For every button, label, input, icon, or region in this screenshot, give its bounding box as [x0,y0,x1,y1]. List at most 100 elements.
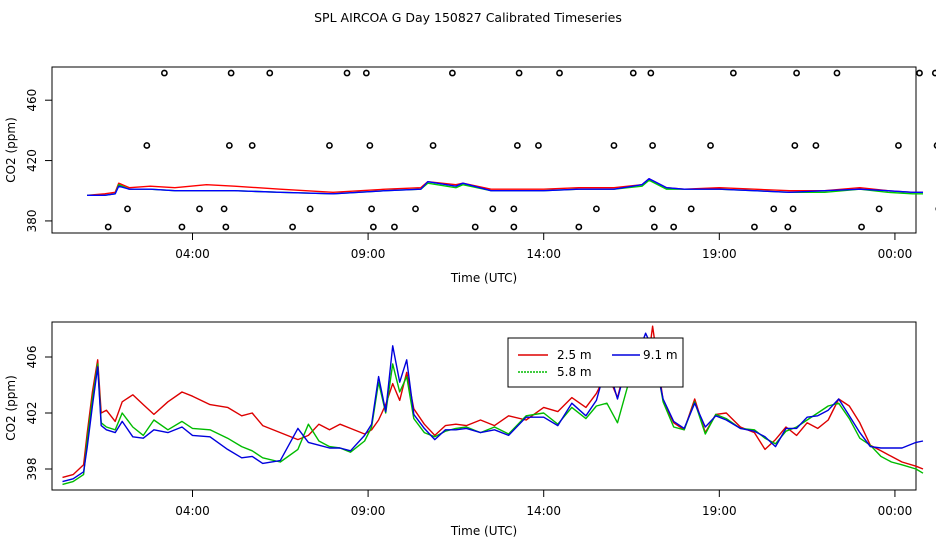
scatter-point [266,69,274,77]
scatter-point [812,142,820,149]
bottom-x-tick-label: 19:00 [702,504,737,518]
top-y-tick-label: 460 [25,89,39,112]
scatter-point [196,205,203,213]
top-series-line-2.5m [87,178,923,196]
legend-label-9.1m: 9.1 m [643,348,678,362]
scatter-point [575,223,583,231]
scatter-point [770,205,778,213]
legend-label-2.5m: 2.5 m [557,348,592,362]
scatter-point [513,142,521,149]
figure-title: SPL AIRCOA G Day 150827 Calibrated Times… [314,10,622,25]
scatter-point [306,205,314,213]
scatter-point [833,69,841,77]
scatter-point [471,223,479,231]
scatter-point [789,205,797,213]
scatter-point [751,223,758,231]
bottom-series-lines [62,325,924,486]
scatter-point [670,223,678,231]
bottom-panel: 04:00 09:00 14:00 19:00 00:00 398 402 406 2.5 m… [4,321,924,538]
scatter-point [729,69,737,77]
scatter-point [225,142,233,149]
legend-label-5.8m: 5.8 m [557,365,592,379]
scatter-point [535,142,542,149]
bottom-x-tick-label: 04:00 [175,504,210,518]
scatter-point [343,69,351,77]
scatter-point [248,142,256,149]
scatter-point [160,69,168,77]
top-x-tick-label: 19:00 [702,247,737,261]
bottom-x-tick-label: 14:00 [526,504,561,518]
scatter-point [858,223,865,231]
scatter-point [510,205,518,213]
top-x-axis-label: Time (UTC) [450,271,517,285]
bottom-y-tick-label: 398 [25,458,39,481]
top-x-tick-label: 14:00 [526,247,561,261]
scatter-point [448,69,456,77]
scatter-point [178,223,186,231]
top-series-line-9.1m [87,178,923,196]
top-series-line-5.8m [87,179,923,196]
scatter-point [104,223,112,231]
scatter-point [687,205,695,213]
scatter-point [650,223,658,231]
scatter-point [931,69,936,77]
legend-box [507,337,684,388]
scatter-point [875,205,883,213]
top-series-lines [87,178,923,196]
scatter-point [649,142,656,149]
bottom-x-axis-label: Time (UTC) [450,524,517,538]
scatter-point [368,205,376,213]
bottom-y-tick-label: 402 [25,402,39,425]
scatter-point [647,69,655,77]
top-x-tick-label: 09:00 [351,247,386,261]
scatter-point [556,69,563,77]
scatter-point [510,223,518,231]
top-plot-frame [51,66,917,234]
scatter-point [610,142,618,149]
bottom-series-line-5.8m [62,342,924,486]
bottom-axes: 04:00 09:00 14:00 19:00 00:00 398 402 406 [25,346,912,518]
scatter-point [366,142,374,149]
scatter-point [916,69,923,77]
bottom-y-tick-label: 406 [25,346,39,369]
scatter-point [227,69,235,77]
scatter-point [124,205,131,213]
bottom-x-tick-label: 00:00 [878,504,913,518]
top-x-tick-label: 04:00 [175,247,210,261]
scatter-point [362,69,370,77]
scatter-point [793,69,800,77]
scatter-point [391,223,398,231]
legend: 2.5 m 5.8 m 9.1 m [507,337,684,388]
scatter-point [289,223,296,231]
scatter-point [895,142,902,149]
top-x-tick-label: 00:00 [878,247,913,261]
scatter-point [326,142,333,149]
scatter-point [933,142,936,149]
top-y-tick-label: 380 [25,209,39,232]
top-y-tick-label: 420 [25,149,39,172]
bottom-series-line-2.5m [62,325,924,479]
bottom-y-axis-label: CO2 (ppm) [4,375,18,441]
scatter-point [784,223,792,231]
scatter-point [489,205,497,213]
top-axes: 04:00 09:00 14:00 19:00 00:00 380 420 460 [25,89,912,261]
scatter-point [412,205,419,213]
scatter-point [369,223,377,231]
top-panel: 04:00 09:00 14:00 19:00 00:00 380 420 460 Time … [4,66,936,285]
scatter-point [791,142,799,149]
scatter-point [629,69,637,77]
bottom-series-line-9.1m [62,332,924,483]
scatter-point [143,142,151,149]
scatter-point [222,223,230,231]
scatter-point [429,142,437,149]
scatter-point [220,205,228,213]
top-scatter-points [104,69,936,231]
scatter-point [649,205,656,213]
scatter-point [592,205,600,213]
bottom-x-tick-label: 09:00 [351,504,386,518]
scatter-point [707,142,714,149]
top-y-axis-label: CO2 (ppm) [4,117,18,183]
scatter-point [515,69,523,77]
bottom-plot-frame [51,321,917,491]
